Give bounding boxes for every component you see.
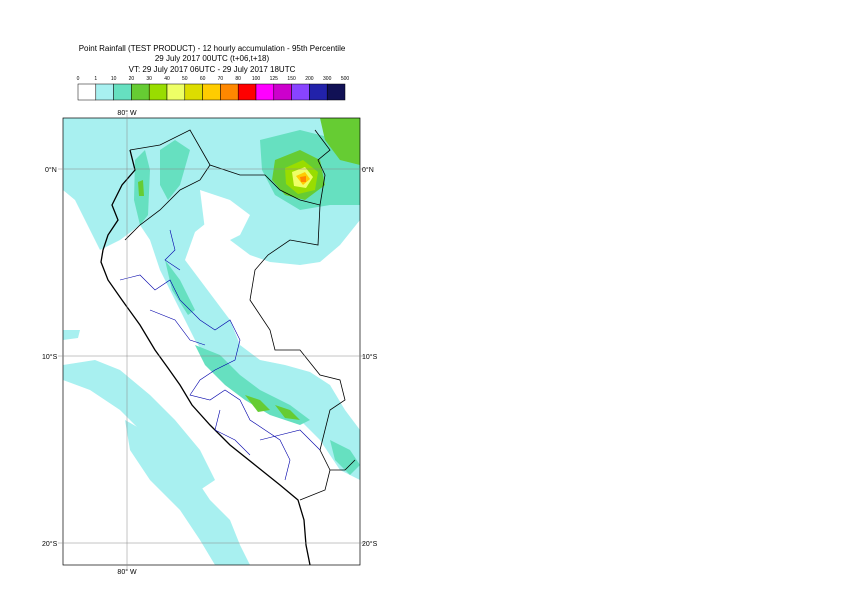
valid-time: VT: 29 July 2017 06UTC - 29 July 2017 18… [129,65,296,74]
lat-label: 0°N [362,166,374,174]
legend-label: 80 [235,76,241,82]
legend-label: 40 [164,76,170,82]
legend-label: 0 [77,76,80,82]
lon-label: 80° W [117,109,137,117]
lat-label: 10°S [362,353,378,361]
lat-label: 10°S [42,353,58,361]
legend-swatch [291,83,310,101]
legend-label: 50 [182,76,188,82]
lat-label: 0°N [45,166,57,174]
lat-label: 20°S [362,540,378,548]
map: 80° W 80° W 0°N 0°N 10°S 10°S 20°S 20°S [42,109,378,576]
legend-label: 200 [305,76,314,82]
legend-label: 10 [111,76,117,82]
legend-label: 60 [200,76,206,82]
legend-label: 500 [341,76,350,82]
legend-swatch [113,83,132,101]
legend-swatch [77,83,97,101]
legend-label: 1 [94,76,97,82]
legend-swatch [273,83,292,101]
legend-swatch [237,83,257,101]
legend-swatch [184,83,203,101]
legend-swatch [255,83,275,101]
lat-label: 20°S [42,540,58,548]
legend-swatch [95,83,114,101]
legend-swatch [202,83,221,101]
legend-label: 100 [252,76,261,82]
legend-label: 150 [287,76,296,82]
legend-label: 300 [323,76,332,82]
legend-swatch [220,83,239,101]
legend-label: 70 [218,76,224,82]
title: Point Rainfall (TEST PRODUCT) - 12 hourl… [79,44,346,53]
legend-label: 125 [270,76,279,82]
lon-label: 80° W [117,568,137,576]
legend-swatch [166,83,186,101]
legend-swatch [309,83,328,101]
legend-swatch [326,83,346,101]
legend-swatch [131,83,150,101]
legend: 0 1 10 20 30 40 50 60 70 80 100 125 150 200 300 500 [77,76,350,101]
run-time: 29 July 2017 00UTC (t+06,t+18) [155,54,270,63]
legend-swatch [148,83,168,101]
legend-label: 30 [146,76,152,82]
legend-label: 20 [129,76,135,82]
